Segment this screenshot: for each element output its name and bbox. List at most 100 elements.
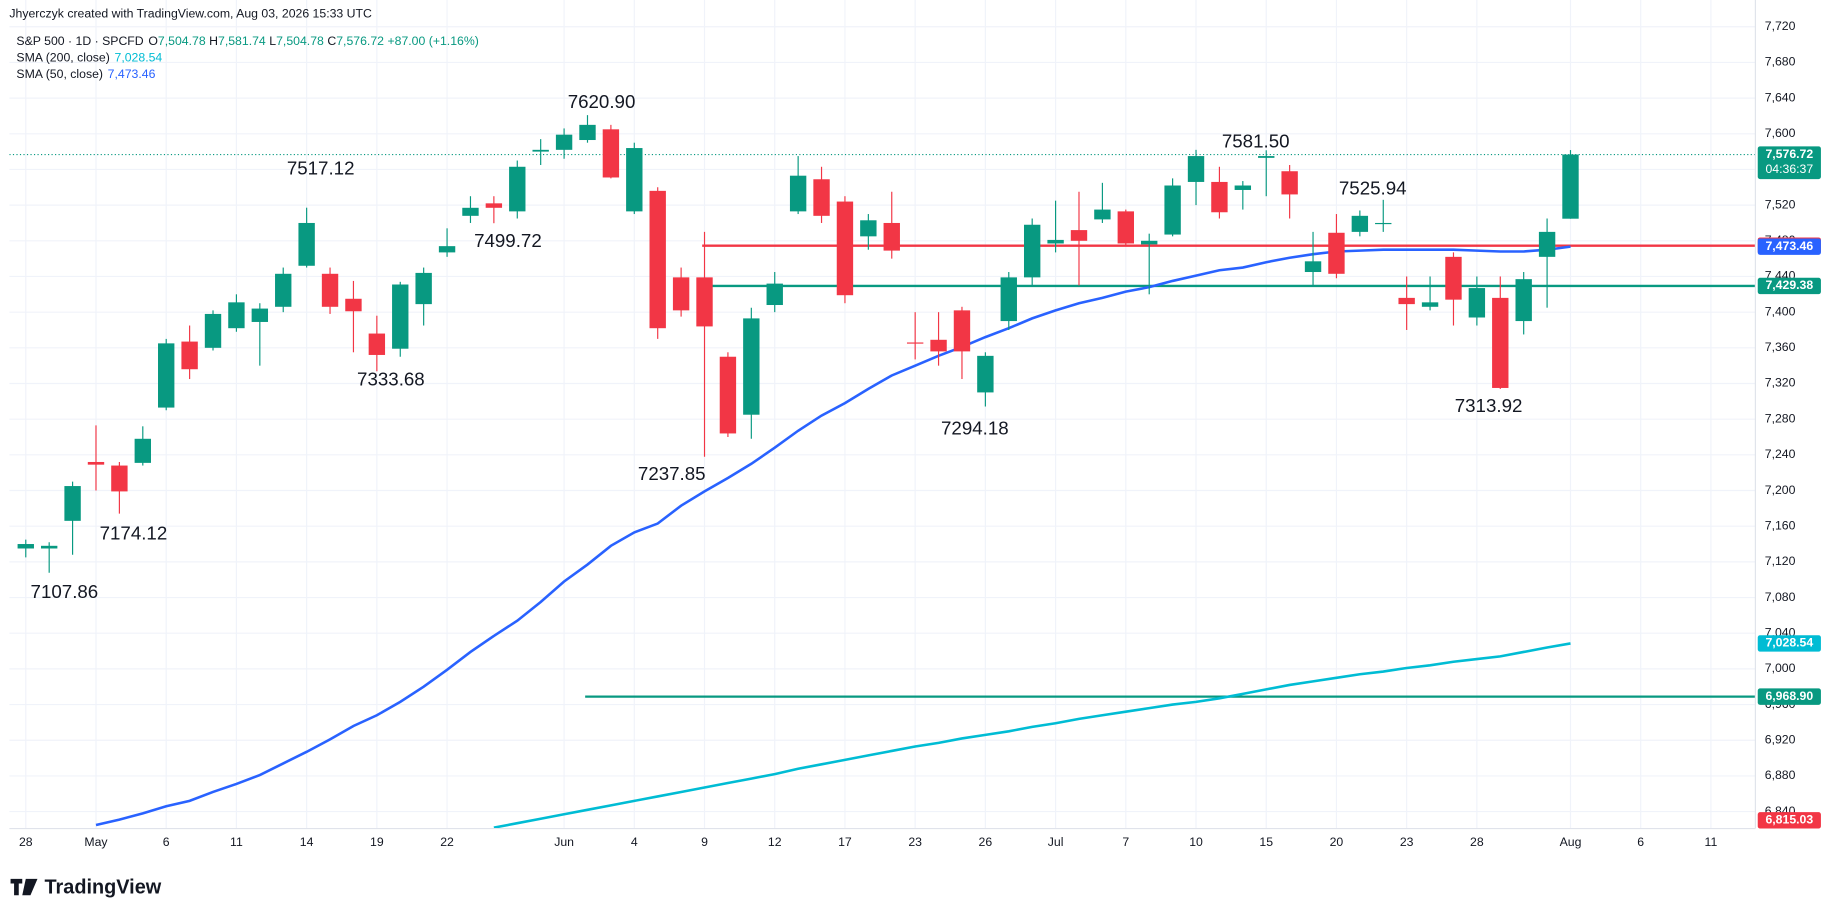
price-tag-label: 7,473.46 xyxy=(1765,239,1813,253)
candle-body xyxy=(1164,185,1181,235)
candle-body xyxy=(672,277,690,311)
candle-body xyxy=(860,220,877,237)
x-tick-label: 23 xyxy=(1400,835,1414,849)
x-tick-label: 11 xyxy=(230,835,243,849)
price-annotation: 7313.92 xyxy=(1455,395,1523,416)
price-annotation: 7499.72 xyxy=(474,230,542,251)
y-tick-label: 6,880 xyxy=(1765,768,1796,782)
x-tick-label: 20 xyxy=(1330,835,1344,849)
y-tick-label: 7,640 xyxy=(1765,90,1796,104)
candle-body xyxy=(1094,209,1111,220)
candle-body xyxy=(1070,230,1088,241)
candle-body xyxy=(1117,211,1134,244)
price-tag xyxy=(1757,635,1821,652)
candle-body xyxy=(87,461,105,465)
price-tags: 7,576.7204:36:377,474.577,473.467,429.38… xyxy=(1757,146,1821,829)
candle-body xyxy=(602,129,620,178)
ohlc-value: 7,504.78 xyxy=(276,34,324,48)
sma-line xyxy=(493,642,1571,829)
candle-body xyxy=(1211,181,1228,213)
ohlc-key: O xyxy=(148,34,158,48)
candle-body xyxy=(345,298,362,312)
price-annotation: 7525.94 xyxy=(1339,178,1407,199)
y-tick-label: 7,520 xyxy=(1765,197,1796,211)
logo-text: TradingView xyxy=(45,876,162,898)
candle-body xyxy=(1398,297,1415,305)
price-tag-label: 6,815.03 xyxy=(1765,813,1813,827)
x-tick-label: 22 xyxy=(440,835,454,849)
x-tick-label: 15 xyxy=(1259,835,1273,849)
candle-body xyxy=(1023,224,1041,278)
candle-body xyxy=(883,222,900,251)
y-tick-label: 7,680 xyxy=(1765,55,1796,69)
candle-body xyxy=(251,308,269,322)
candle-body xyxy=(134,438,151,463)
x-tick-label: 6 xyxy=(1637,835,1644,849)
y-tick-label: 7,720 xyxy=(1765,19,1796,33)
y-tick-label: 7,000 xyxy=(1765,661,1796,675)
candle-body xyxy=(626,148,643,212)
logo: TradingView xyxy=(10,876,162,898)
candle-body xyxy=(1538,231,1556,257)
candle-body xyxy=(17,544,34,549)
candle-body xyxy=(766,283,783,306)
x-tick-label: 28 xyxy=(19,835,33,849)
candle-body xyxy=(930,339,947,352)
y-tick-label: 7,400 xyxy=(1765,304,1796,318)
x-tick-label: 28 xyxy=(1470,835,1484,849)
symbol: S&P 500 · 1D · SPCFD xyxy=(16,34,143,48)
candle-body xyxy=(532,149,549,152)
candle-body xyxy=(1281,171,1298,195)
x-tick-label: 23 xyxy=(908,835,922,849)
candle-body xyxy=(438,246,456,253)
candle-body xyxy=(555,134,573,150)
candle-body xyxy=(1492,297,1509,388)
y-tick-label: 7,200 xyxy=(1765,483,1796,497)
candle-body xyxy=(228,302,245,329)
candle-body xyxy=(298,222,315,266)
price-annotation: 7237.85 xyxy=(638,463,706,484)
price-tag xyxy=(1757,688,1821,705)
x-tick-label: 12 xyxy=(768,835,782,849)
x-tick-label: 26 xyxy=(979,835,993,849)
y-tick-label: 7,240 xyxy=(1765,447,1796,461)
price-tag-label: 7,028.54 xyxy=(1765,636,1813,650)
header: Jhyerczyk created with TradingView.com, … xyxy=(9,6,478,81)
grid xyxy=(9,0,1756,829)
x-tick-label: Jun xyxy=(554,835,574,849)
candle-body xyxy=(906,342,924,344)
price-tag-label: 6,968.90 xyxy=(1765,689,1813,703)
candle-body xyxy=(1328,232,1345,274)
price-annotation: 7620.90 xyxy=(568,91,636,112)
candle-body xyxy=(789,175,807,212)
candle-body xyxy=(1375,222,1392,225)
candle-body xyxy=(1047,239,1064,244)
candle-body xyxy=(1562,154,1579,219)
ohlc-value: 7,504.78 xyxy=(158,34,206,48)
candle-body xyxy=(649,190,666,329)
ohlc-key: L xyxy=(269,34,276,48)
y-tick-label: 6,920 xyxy=(1765,732,1796,746)
candle-body xyxy=(719,356,737,434)
x-tick-label: 14 xyxy=(300,835,314,849)
x-tick-label: 9 xyxy=(701,835,708,849)
candle-body xyxy=(1421,302,1439,307)
ohlc-key: H xyxy=(209,34,218,48)
candle-body xyxy=(836,201,854,296)
sma-name: SMA (50, close) xyxy=(16,67,103,81)
y-tick-label: 7,160 xyxy=(1765,518,1796,532)
x-tick-label: Aug xyxy=(1560,835,1582,849)
price-annotation: 7294.18 xyxy=(941,417,1009,438)
candle-body xyxy=(1141,240,1158,245)
candle-body xyxy=(392,284,409,349)
candle-body xyxy=(953,310,971,352)
x-tick-label: 4 xyxy=(631,835,638,849)
candle-body xyxy=(1234,185,1252,190)
candle-body xyxy=(111,465,128,492)
price-tag-label: 7,429.38 xyxy=(1765,278,1813,292)
x-tick-label: Jul xyxy=(1048,835,1064,849)
candle-body xyxy=(181,341,198,370)
y-tick-label: 7,120 xyxy=(1765,554,1796,568)
